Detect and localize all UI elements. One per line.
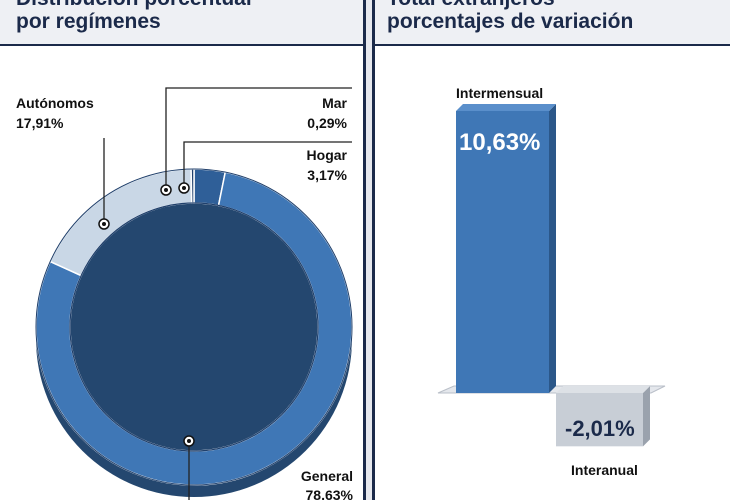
bar-interanual bbox=[556, 393, 643, 447]
marker-dot-mar bbox=[164, 188, 168, 192]
slice-value-general: 78,63% bbox=[305, 487, 353, 500]
bar-value-interanual: -2,01% bbox=[565, 416, 635, 441]
bar-side-intermensual bbox=[549, 104, 556, 393]
slice-label-hogar: Hogar bbox=[306, 147, 347, 163]
regimes-header: Distribución porcentual por regímenes bbox=[0, 0, 363, 46]
regimes-title-line1: Distribución porcentual bbox=[16, 0, 252, 11]
bar-category-interanual: Interanual bbox=[571, 462, 638, 478]
bar-category-intermensual: Intermensual bbox=[456, 85, 544, 101]
donut-hole-edge bbox=[69, 202, 319, 452]
bar-intermensual bbox=[456, 111, 549, 393]
slice-label-general: General bbox=[300, 468, 353, 484]
slice-label-autonomos: Autónomos bbox=[16, 95, 94, 111]
donut-slice-mar bbox=[190, 168, 195, 204]
variation-bar-chart bbox=[437, 104, 666, 447]
variation-panel: Total extranjeros porcentajes de variaci… bbox=[372, 0, 730, 500]
bar-value-intermensual: 10,63% bbox=[459, 129, 541, 156]
variation-title-line1: Total extranjeros bbox=[387, 0, 555, 11]
bar-top-interanual bbox=[556, 386, 650, 393]
bar-top-intermensual bbox=[456, 104, 556, 111]
variation-header: Total extranjeros porcentajes de variaci… bbox=[375, 0, 730, 46]
slice-value-mar: 0,29% bbox=[307, 115, 347, 131]
marker-dot-general bbox=[187, 439, 191, 443]
donut-chart bbox=[35, 87, 353, 500]
regimes-panel: Distribución porcentual por regímenes Au… bbox=[0, 0, 366, 500]
slice-label-mar: Mar bbox=[322, 95, 347, 111]
regimes-title-line2: por regímenes bbox=[16, 10, 161, 33]
marker-dot-hogar bbox=[182, 186, 186, 190]
marker-dot-autonomos bbox=[102, 222, 106, 226]
bar-side-interanual bbox=[643, 386, 650, 447]
leader-line-hogar bbox=[183, 141, 352, 188]
donut-depth-shadow bbox=[36, 181, 352, 497]
slice-value-autonomos: 17,91% bbox=[16, 115, 64, 131]
slice-value-hogar: 3,17% bbox=[307, 167, 347, 183]
donut-outer-edge bbox=[35, 168, 353, 486]
variation-title-line2: porcentajes de variación bbox=[387, 10, 634, 33]
leader-line-mar bbox=[165, 87, 352, 190]
